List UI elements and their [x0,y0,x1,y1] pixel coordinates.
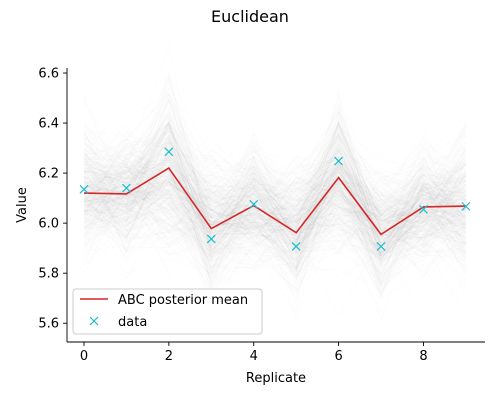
data-series [79,147,471,251]
data-point [419,204,428,214]
data-point [291,241,301,251]
y-tick-label: 5.6 [38,317,59,332]
y-tick-label: 5.8 [38,267,59,282]
y-tick-label: 6.0 [38,217,59,232]
data-point [249,199,259,209]
x-tick-label: 4 [250,349,258,364]
x-tick-label: 8 [419,349,427,364]
data-point [376,241,386,251]
x-ticks: 0 2 4 6 8 [80,342,428,364]
x-axis-label: Replicate [246,371,306,386]
y-tick-label: 6.6 [38,67,59,82]
legend-marker-swatch [89,316,99,326]
x-tick-label: 0 [80,349,88,364]
data-point [79,184,89,194]
legend-label-mean: ABC posterior mean [118,293,248,308]
y-tick-label: 6.2 [38,167,59,182]
legend-frame [72,288,263,335]
chart-title: Euclidean [211,7,289,26]
y-axis-label: Value [15,187,30,223]
axes [66,68,485,343]
data-point [121,183,131,193]
y-ticks: 5.6 5.8 6.0 6.2 6.4 6.6 [38,67,67,332]
data-point [164,147,174,157]
posterior-mean-line [83,167,466,236]
x-tick-label: 6 [334,349,342,364]
posterior-samples-band [84,45,466,321]
legend-label-data: data [118,315,147,330]
x-tick-label: 2 [165,349,173,364]
y-tick-label: 6.4 [38,117,59,132]
posterior-mean-series [83,167,466,236]
data-point [461,201,471,211]
data-point [334,156,344,166]
data-point [206,234,216,244]
legend: ABC posterior mean data [72,288,263,335]
